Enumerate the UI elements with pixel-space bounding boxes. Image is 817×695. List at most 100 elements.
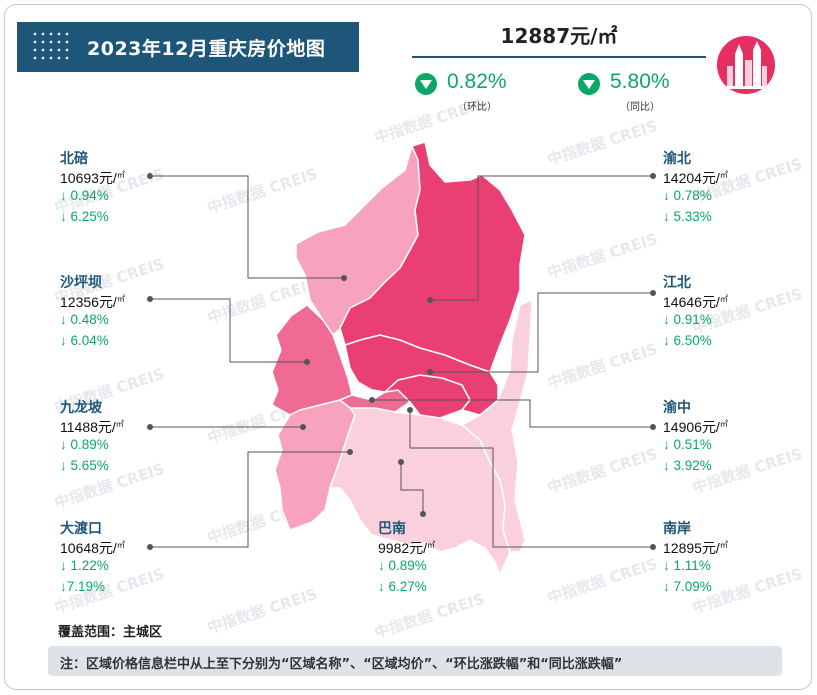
leader-dot bbox=[650, 290, 656, 296]
region-nanan bbox=[461, 299, 533, 553]
label-nanan: 南岸 12895元/㎡ ↓ 1.11% ↓ 7.09% bbox=[663, 518, 783, 600]
leader-jiangbei bbox=[430, 292, 653, 373]
price-unit: 元/ bbox=[97, 419, 116, 435]
leader-dot bbox=[369, 397, 375, 403]
district-price: 14204元/㎡ bbox=[663, 168, 783, 188]
district-mom: ↓ 1.22% bbox=[60, 558, 109, 573]
district-name: 渝中 bbox=[663, 399, 691, 415]
leader-dot bbox=[407, 407, 413, 413]
label-yubei: 渝北 14204元/㎡ ↓ 0.78% ↓ 5.33% bbox=[663, 148, 783, 230]
price-unit-sup: ㎡ bbox=[719, 170, 728, 180]
district-price: 9982元/㎡ bbox=[378, 538, 498, 558]
price-unit-sup: ㎡ bbox=[116, 294, 125, 304]
price-value: 14646 bbox=[663, 294, 702, 310]
label-shapingba: 沙坪坝 12356元/㎡ ↓ 0.48% ↓ 6.04% bbox=[60, 272, 180, 354]
leader-dot bbox=[427, 297, 433, 303]
down-arrow-icon bbox=[415, 73, 437, 95]
label-jiangbei: 江北 14646元/㎡ ↓ 0.91% ↓ 6.50% bbox=[663, 272, 783, 354]
leader-dot bbox=[650, 544, 656, 550]
district-yoy: ↓ 7.09% bbox=[663, 579, 712, 594]
district-name: 巴南 bbox=[378, 520, 406, 536]
leader-beibei bbox=[150, 175, 344, 279]
note-box: 注：区域价格信息栏中从上至下分别为“区域名称”、“区域均价”、“环比涨跌幅”和“… bbox=[48, 646, 782, 676]
leader-dots bbox=[147, 173, 656, 550]
price-unit: 元/ bbox=[701, 294, 720, 310]
leader-dot bbox=[147, 424, 153, 430]
price-value: 12356 bbox=[60, 294, 99, 310]
down-arrow-icon bbox=[578, 73, 600, 95]
city-skyline-logo-icon bbox=[717, 36, 775, 94]
overall-mom-caption: （环比） bbox=[457, 102, 497, 113]
label-beibei: 北碚 10693元/㎡ ↓ 0.94% ↓ 6.25% bbox=[60, 148, 180, 230]
price-value: 10693 bbox=[60, 170, 99, 186]
price-unit: 元/ bbox=[98, 170, 117, 186]
district-yoy: ↓ 3.92% bbox=[663, 458, 712, 473]
district-mom: ↓ 0.91% bbox=[663, 312, 712, 327]
overall-yoy-caption: （同比） bbox=[620, 102, 660, 113]
price-unit-sup: ㎡ bbox=[719, 540, 728, 550]
price-value: 14204 bbox=[663, 170, 702, 186]
leader-dot bbox=[147, 544, 153, 550]
district-yoy: ↓7.19% bbox=[60, 579, 106, 594]
price-unit: 元/ bbox=[701, 540, 720, 556]
label-dadukou: 大渡口 10648元/㎡ ↓ 1.22% ↓7.19% bbox=[60, 518, 180, 600]
district-name: 沙坪坝 bbox=[60, 274, 102, 290]
price-unit-sup: ㎡ bbox=[719, 294, 728, 304]
district-price: 14906元/㎡ bbox=[663, 417, 783, 437]
leader-dot bbox=[650, 424, 656, 430]
district-name: 江北 bbox=[663, 274, 691, 290]
price-unit-sup: ㎡ bbox=[427, 540, 436, 550]
district-mom: ↓ 0.89% bbox=[378, 558, 427, 573]
district-price: 11488元/㎡ bbox=[60, 417, 180, 437]
region-yubei bbox=[339, 141, 526, 373]
leader-yubei bbox=[430, 175, 653, 301]
district-price: 10648元/㎡ bbox=[60, 538, 180, 558]
district-name: 九龙坡 bbox=[60, 399, 102, 415]
price-unit: 元/ bbox=[98, 294, 117, 310]
district-price: 12895元/㎡ bbox=[663, 538, 783, 558]
leader-dot bbox=[347, 449, 353, 455]
district-mom: ↓ 0.89% bbox=[60, 437, 109, 452]
district-mom: ↓ 1.11% bbox=[663, 558, 711, 573]
leader-dot bbox=[420, 511, 426, 517]
leader-yuzhong bbox=[372, 399, 653, 428]
district-price: 12356元/㎡ bbox=[60, 292, 180, 312]
skyline-icon bbox=[725, 41, 769, 89]
district-mom: ↓ 0.94% bbox=[60, 188, 109, 203]
district-yoy: ↓ 5.33% bbox=[663, 209, 712, 224]
label-jiulongpo: 九龙坡 11488元/㎡ ↓ 0.89% ↓ 5.65% bbox=[60, 397, 180, 479]
leader-dot bbox=[147, 296, 153, 302]
price-unit: 元/ bbox=[701, 170, 720, 186]
price-unit: 元/ bbox=[98, 540, 117, 556]
district-name: 渝北 bbox=[663, 150, 691, 166]
note-text: 注：区域价格信息栏中从上至下分别为“区域名称”、“区域均价”、“环比涨跌幅”和“… bbox=[60, 657, 623, 672]
summary-divider bbox=[412, 56, 706, 58]
overall-price: 12887元/㎡ bbox=[500, 24, 618, 48]
label-banan: 巴南 9982元/㎡ ↓ 0.89% ↓ 6.27% bbox=[378, 518, 498, 600]
district-name: 南岸 bbox=[663, 520, 691, 536]
district-yoy: ↓ 5.65% bbox=[60, 458, 109, 473]
leader-shapingba bbox=[150, 298, 307, 363]
district-price: 14646元/㎡ bbox=[663, 292, 783, 312]
price-unit: 元/ bbox=[701, 419, 720, 435]
price-value: 11488 bbox=[60, 419, 98, 435]
district-mom: ↓ 0.78% bbox=[663, 188, 712, 203]
price-value: 10648 bbox=[60, 540, 99, 556]
price-unit: 元/ bbox=[409, 540, 428, 556]
title-bar: 2023年12月重庆房价地图 bbox=[17, 22, 359, 72]
leader-dot bbox=[304, 359, 310, 365]
overall-mom-value: 0.82% bbox=[447, 70, 507, 93]
district-yoy: ↓ 6.04% bbox=[60, 333, 109, 348]
price-unit-sup: ㎡ bbox=[719, 419, 728, 429]
leader-nanan bbox=[409, 410, 653, 548]
leader-dot bbox=[398, 459, 404, 465]
district-name: 大渡口 bbox=[60, 520, 102, 536]
label-yuzhong: 渝中 14906元/㎡ ↓ 0.51% ↓ 3.92% bbox=[663, 397, 783, 479]
district-yoy: ↓ 6.50% bbox=[663, 333, 712, 348]
price-value: 12895 bbox=[663, 540, 702, 556]
price-value: 14906 bbox=[663, 419, 702, 435]
price-unit-sup: ㎡ bbox=[116, 170, 125, 180]
district-mom: ↓ 0.51% bbox=[663, 437, 712, 452]
district-mom: ↓ 0.48% bbox=[60, 312, 109, 327]
